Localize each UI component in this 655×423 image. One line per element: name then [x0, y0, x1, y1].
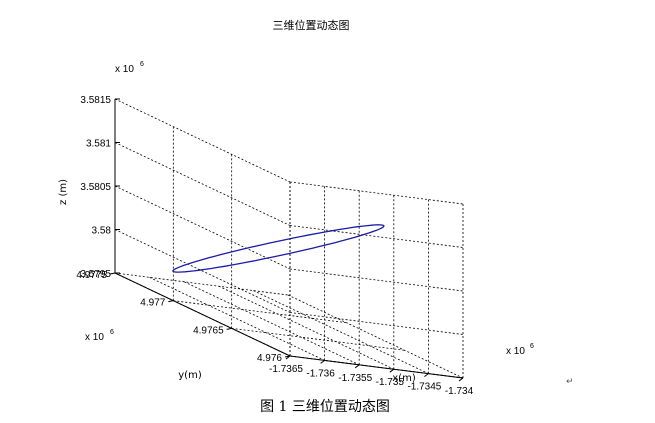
- x-multiplier: x 10 6: [506, 343, 534, 357]
- y-tick: [109, 272, 116, 275]
- y-tick-label: 4.977: [140, 298, 165, 309]
- x-tick: [354, 364, 360, 369]
- x-tick-label: -1.734: [445, 386, 474, 397]
- y-axis-label: y(m): [178, 370, 202, 381]
- x-tick-label: -1.7355: [338, 373, 372, 384]
- x-tick: [285, 355, 291, 360]
- svg-text:x 10: x 10: [506, 346, 525, 357]
- grid-line: [114, 272, 289, 296]
- z-tick-label: 3.58: [92, 226, 112, 237]
- x-tick: [458, 377, 464, 382]
- grid-line: [231, 327, 405, 351]
- x-axis-line: [289, 355, 464, 379]
- y-tick: [226, 327, 232, 330]
- corner-mark: ↵: [566, 377, 574, 387]
- z-multiplier: x 10 6: [115, 61, 144, 75]
- chart-title: 三维位置动态图: [273, 18, 350, 32]
- grid-line: [149, 277, 325, 361]
- series-trajectory: [172, 224, 385, 273]
- svg-text:6: 6: [140, 61, 144, 68]
- z-tick-label: 3.581: [86, 139, 111, 150]
- x-tick-label: -1.736: [306, 368, 335, 379]
- svg-text:x 10: x 10: [85, 332, 104, 343]
- grid-line: [114, 98, 291, 183]
- grid-line: [289, 181, 464, 205]
- grid-line: [287, 294, 464, 379]
- grid-line: [184, 281, 360, 366]
- x-tick: [389, 368, 395, 373]
- grid-line: [289, 225, 464, 248]
- y-tick-label: 4.976: [257, 353, 282, 364]
- z-axis-label: z (m): [58, 179, 69, 205]
- grid-line: [253, 290, 429, 374]
- grid-line: [173, 300, 347, 324]
- tick-labels: 3.5795 3.58 3.5805 3.581 3.5815 4.976 4.9765 4.…: [76, 95, 473, 397]
- grid-line: [114, 229, 291, 313]
- y-tick-label: 4.9775: [76, 270, 107, 281]
- grid-line: [218, 285, 394, 370]
- z-tick-label: 3.5805: [80, 182, 111, 193]
- y-multiplier: x 10 6: [85, 329, 114, 343]
- x-tick-label: -1.7345: [407, 382, 441, 393]
- grid-line: [114, 142, 291, 226]
- grid-line: [114, 185, 291, 270]
- x-tick-label: -1.735: [376, 377, 405, 388]
- figure-caption: 图 1 三维位置动态图: [260, 399, 390, 415]
- axis-layer: [109, 98, 464, 382]
- z-tick-label: 3.5795: [80, 269, 111, 280]
- grid-line: [289, 268, 464, 292]
- y-tick-label: 4.9765: [193, 325, 224, 336]
- x-tick: [424, 373, 429, 378]
- y-axis-line: [114, 272, 291, 357]
- svg-text:x 10: x 10: [115, 64, 134, 75]
- x-tick-label: -1.7365: [269, 364, 303, 375]
- x-tick: [320, 359, 325, 364]
- x-axis-label: x(m): [392, 373, 416, 384]
- z-tick-label: 3.5815: [80, 95, 111, 106]
- y-tick: [168, 300, 174, 303]
- svg-text:6: 6: [530, 343, 534, 350]
- svg-text:6: 6: [110, 329, 114, 336]
- grid-line: [289, 312, 464, 335]
